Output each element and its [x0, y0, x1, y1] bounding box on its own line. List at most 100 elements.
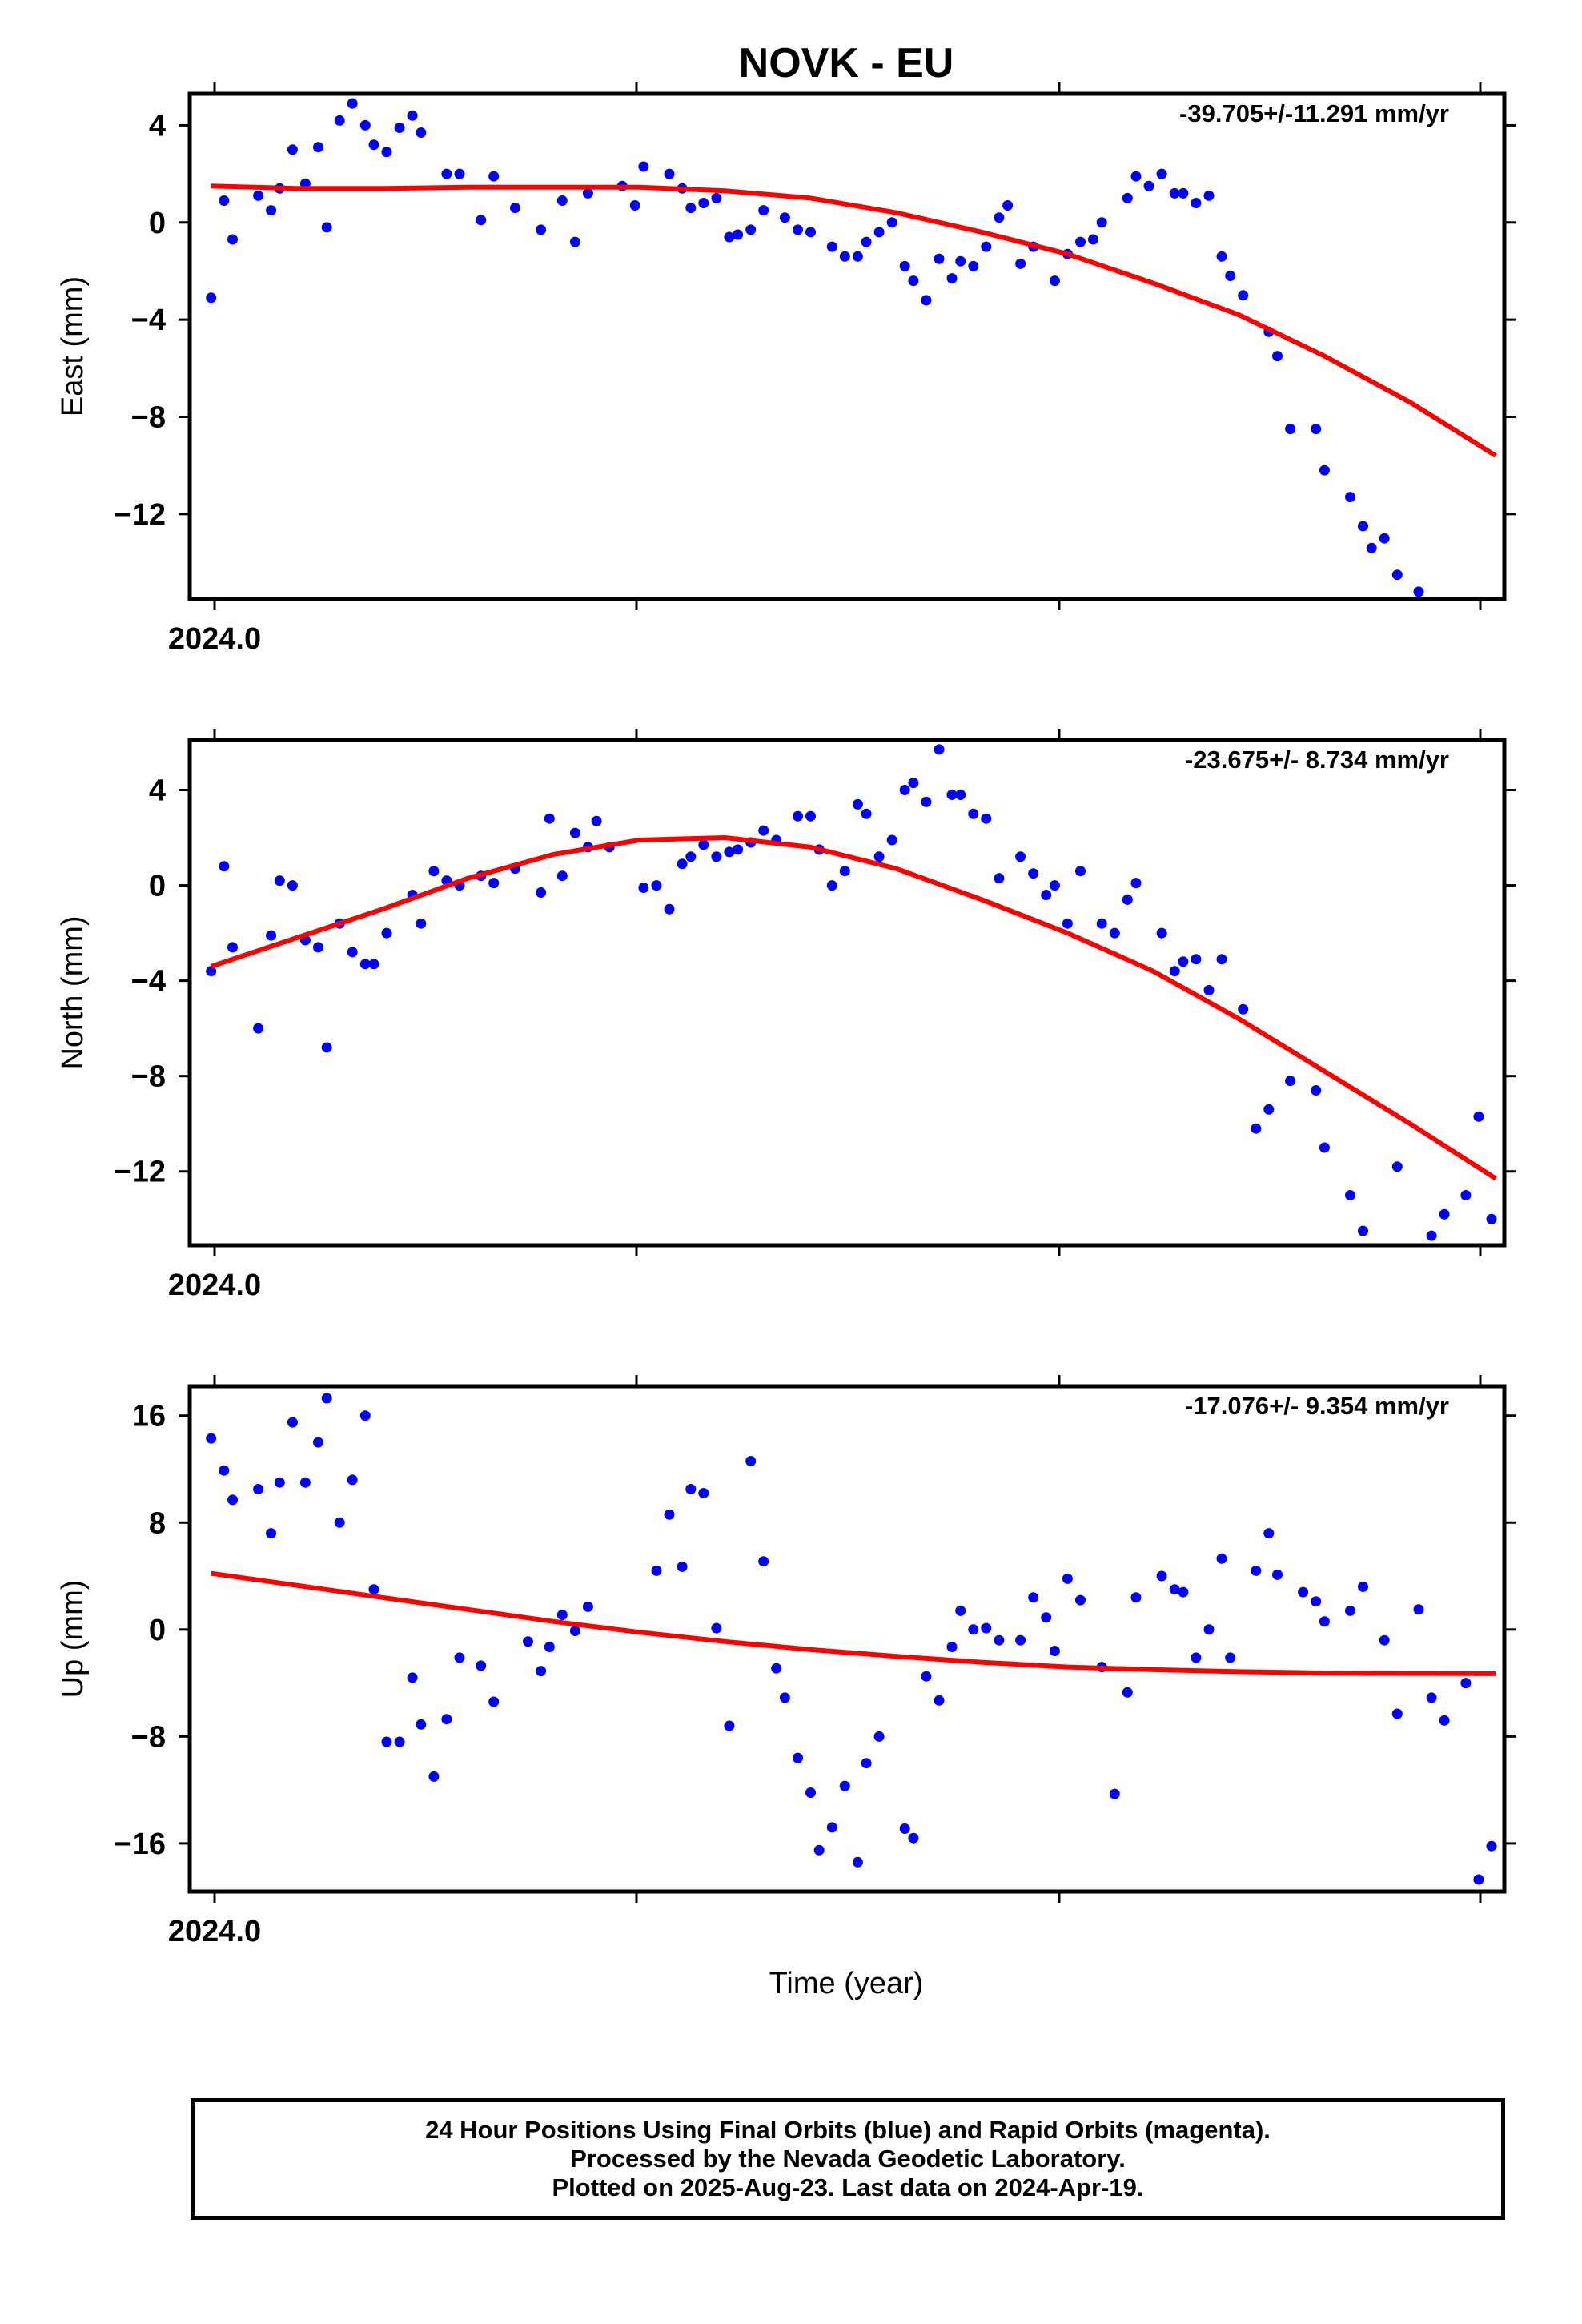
up-data-point — [1130, 1592, 1142, 1603]
up-data-point — [1272, 1569, 1283, 1580]
north-data-point — [536, 887, 547, 898]
east-data-point — [1358, 521, 1368, 532]
east-data-point — [1143, 180, 1154, 191]
footer-box: 24 Hour Positions Using Final Orbits (bl… — [191, 2098, 1505, 2220]
east-data-point — [1088, 234, 1098, 245]
north-data-point — [544, 813, 555, 824]
east-y-tick-label: 0 — [149, 207, 166, 240]
up-data-point — [1028, 1592, 1039, 1603]
up-data-point — [839, 1780, 850, 1791]
north-data-point — [793, 810, 803, 822]
north-data-point — [1426, 1230, 1437, 1241]
north-data-point — [981, 813, 992, 824]
up-data-point — [1062, 1573, 1073, 1584]
east-data-point — [685, 203, 697, 214]
up-data-point — [313, 1437, 323, 1448]
east-data-point — [227, 234, 238, 245]
north-data-point — [852, 798, 863, 810]
up-data-point — [758, 1556, 769, 1567]
up-data-point — [266, 1528, 277, 1539]
up-y-tick-label: −16 — [114, 1827, 166, 1861]
north-data-point — [1122, 894, 1133, 905]
north-data-point — [321, 1042, 332, 1053]
up-data-point — [1015, 1634, 1026, 1646]
footer-line-2: Processed by the Nevada Geodetic Laborat… — [570, 2145, 1126, 2173]
north-data-point — [968, 808, 979, 819]
up-data-point — [813, 1844, 825, 1856]
up-data-point — [711, 1622, 722, 1634]
north-data-point — [1251, 1123, 1262, 1134]
north-data-point — [1358, 1225, 1368, 1236]
north-fit-line — [210, 835, 1497, 1181]
up-fit-line — [211, 1570, 1496, 1676]
east-data-point — [711, 192, 722, 203]
east-data-point — [1096, 217, 1107, 228]
north-data-point — [266, 930, 277, 941]
north-data-point — [861, 808, 872, 819]
north-rate-label: -23.675+/- 8.734 mm/yr — [1185, 746, 1449, 774]
east-data-point — [1272, 351, 1283, 362]
up-data-point — [1358, 1581, 1368, 1592]
north-data-point — [347, 947, 358, 958]
panel-east: 2024.0 4 0 −4 −8 −12 East (mm) -39.705+/-11.291… — [56, 82, 1516, 656]
up-data-point — [1426, 1692, 1437, 1703]
up-data-point — [368, 1584, 379, 1595]
up-data-point — [1439, 1715, 1450, 1726]
east-data-point — [664, 168, 675, 179]
north-plot-frame — [187, 738, 1507, 1248]
panel-north: 2024.0 4 0 −4 −8 −12 North (mm) -23.675+/- 8.73… — [56, 729, 1516, 1302]
east-data-point — [698, 198, 709, 208]
north-data-point — [488, 878, 500, 889]
east-data-point — [368, 139, 379, 151]
east-data-point — [1122, 192, 1133, 203]
east-data-point — [510, 203, 520, 214]
up-data-point — [955, 1605, 966, 1616]
north-data-point — [677, 858, 688, 870]
up-data-point — [544, 1642, 555, 1652]
east-data-point — [1203, 190, 1215, 201]
north-data-point — [934, 744, 945, 755]
east-data-point — [758, 205, 769, 216]
north-data-point — [733, 844, 744, 855]
up-data-point — [664, 1509, 675, 1520]
north-data-point — [313, 942, 323, 953]
up-data-point — [1156, 1570, 1167, 1582]
up-data-point — [441, 1714, 452, 1725]
north-data-point — [711, 851, 722, 862]
east-y-axis-label: East (mm) — [56, 276, 90, 416]
chart-title: NOVK - EU — [739, 40, 954, 86]
north-data-point — [591, 815, 602, 826]
east-data-point — [1169, 187, 1180, 199]
up-data-point — [347, 1474, 358, 1486]
east-y-tick-label: 4 — [149, 109, 166, 143]
up-data-point — [1391, 1708, 1403, 1719]
north-data-point — [1203, 985, 1215, 995]
east-y-tick-label: −4 — [131, 304, 166, 337]
north-data-point — [1096, 918, 1107, 929]
up-data-point — [488, 1696, 500, 1707]
up-data-point — [1191, 1652, 1202, 1663]
east-data-point — [861, 236, 872, 247]
up-data-point — [227, 1494, 238, 1506]
east-data-point — [1075, 236, 1086, 247]
north-data-point — [1130, 878, 1142, 889]
up-data-point — [1178, 1586, 1189, 1598]
east-data-point — [1015, 258, 1026, 269]
east-data-point — [1379, 533, 1390, 544]
east-data-point — [994, 212, 1005, 223]
up-data-point — [899, 1823, 910, 1834]
north-data-point — [826, 880, 837, 891]
north-y-tick-label: −12 — [114, 1156, 166, 1189]
north-data-point — [873, 851, 885, 862]
footer-line-1: 24 Hour Positions Using Final Orbits (bl… — [425, 2116, 1271, 2144]
east-data-point — [441, 168, 452, 179]
north-data-point — [955, 790, 966, 800]
up-data-point — [724, 1720, 735, 1731]
north-data-point — [416, 918, 427, 929]
north-data-point — [638, 883, 649, 893]
east-data-point — [253, 190, 264, 201]
up-data-point — [1311, 1596, 1322, 1607]
up-y-axis-label: Up (mm) — [56, 1580, 90, 1699]
east-y-tick-label: −8 — [131, 400, 166, 434]
